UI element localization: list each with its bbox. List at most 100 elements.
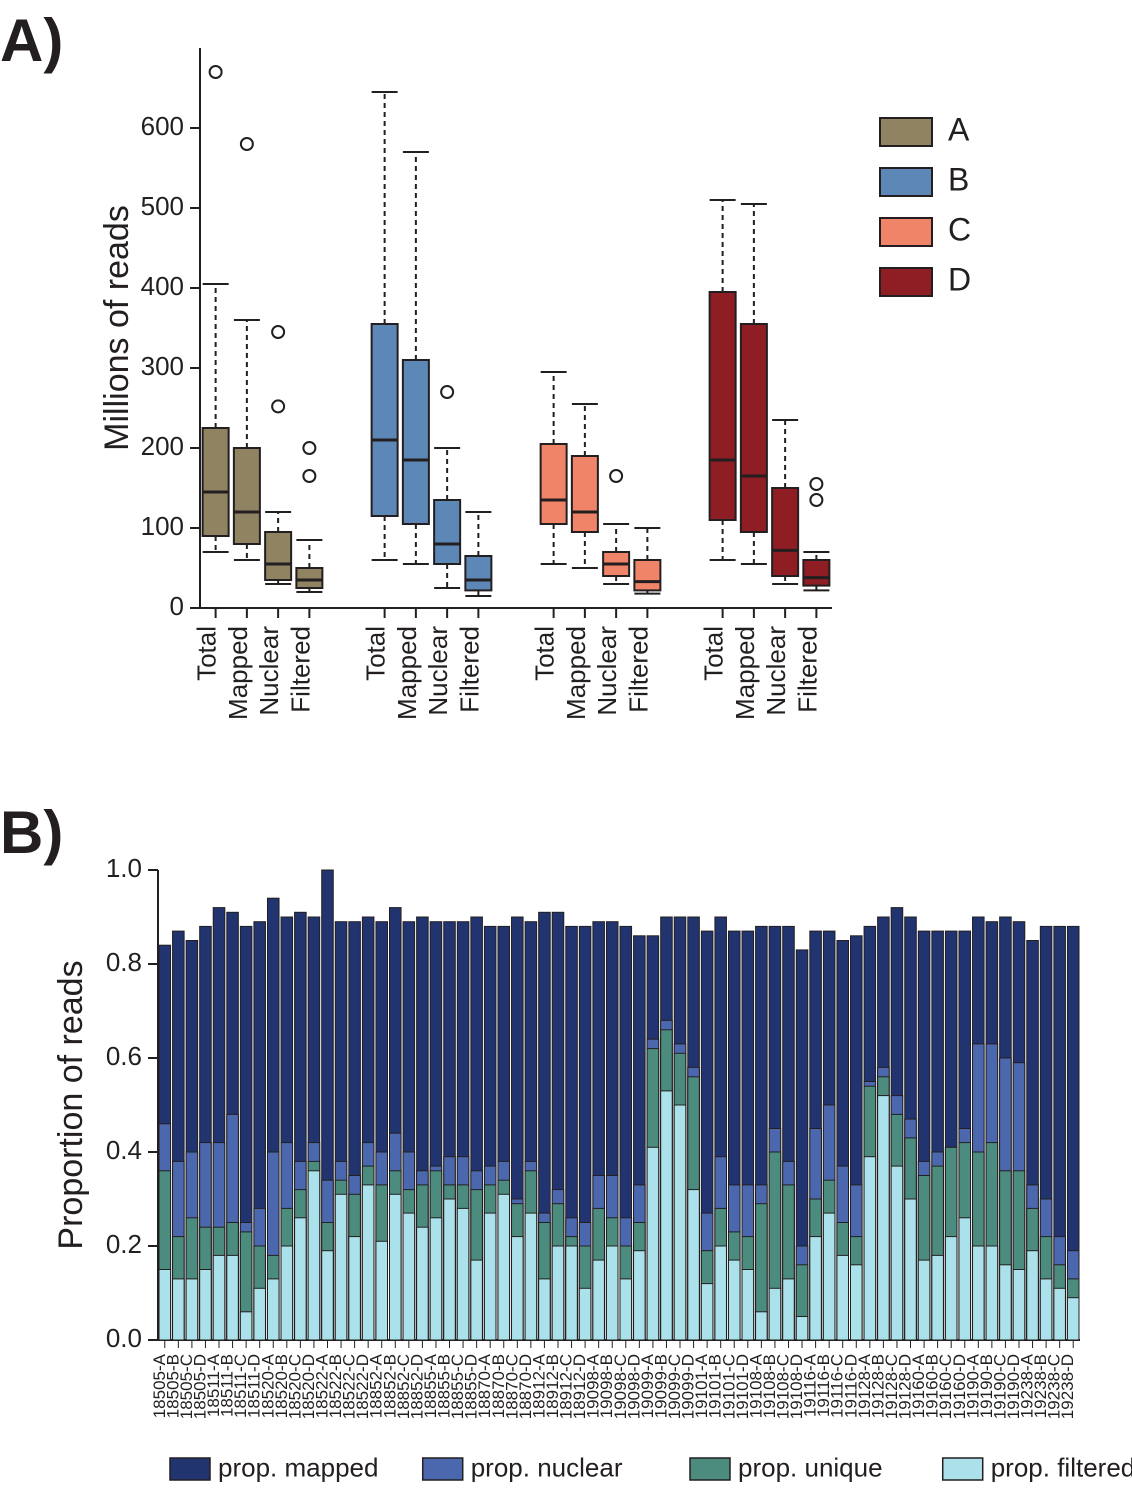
bar-filtered — [905, 1199, 917, 1340]
ylabel: Proportion of reads — [52, 960, 90, 1249]
xtick-label: Filtered — [623, 626, 653, 713]
box — [465, 556, 491, 590]
bar-filtered — [335, 1194, 347, 1340]
legend-label: C — [948, 211, 971, 247]
ytick-label: 0.6 — [106, 1041, 142, 1071]
legend-swatch — [690, 1458, 730, 1480]
bar-filtered — [267, 1279, 279, 1340]
bar-filtered — [728, 1260, 740, 1340]
panelB-barplot: 0.00.20.40.60.81.0Proportion of reads185… — [0, 800, 1132, 1500]
bar-filtered — [376, 1241, 388, 1340]
panelA-boxplot: 0100200300400500600Millions of readsTota… — [0, 0, 1132, 800]
bar-filtered — [322, 1251, 334, 1340]
bar-filtered — [213, 1255, 225, 1340]
ytick-label: 0.4 — [106, 1135, 142, 1165]
legend-swatch — [880, 168, 932, 196]
xtick-label: Total — [192, 626, 222, 681]
bar-filtered — [512, 1237, 524, 1340]
box — [296, 568, 322, 588]
bar-filtered — [606, 1246, 618, 1340]
bar-filtered — [525, 1213, 537, 1340]
xtick-label: Filtered — [285, 626, 315, 713]
bar-filtered — [281, 1246, 293, 1340]
bar-filtered — [634, 1251, 646, 1340]
bar-filtered — [674, 1105, 686, 1340]
bar-filtered — [688, 1190, 700, 1340]
legend-swatch — [423, 1458, 463, 1480]
xtick-label: Mapped — [392, 626, 422, 720]
bar-filtered — [417, 1227, 429, 1340]
bar-filtered — [430, 1218, 442, 1340]
xtick-label: Nuclear — [592, 626, 622, 716]
legend-label: prop. mapped — [218, 1453, 378, 1483]
bar-filtered — [864, 1157, 876, 1340]
outlier — [441, 386, 453, 398]
bar-filtered — [932, 1255, 944, 1340]
bar-filtered — [227, 1255, 239, 1340]
bar-filtered — [851, 1265, 863, 1340]
bar-filtered — [254, 1288, 266, 1340]
ytick-label: 0.8 — [106, 947, 142, 977]
bar-filtered — [444, 1199, 456, 1340]
legend-label: A — [948, 111, 970, 147]
bar-filtered — [240, 1312, 252, 1340]
box — [634, 560, 660, 590]
bar-filtered — [959, 1218, 971, 1340]
bar-filtered — [837, 1255, 849, 1340]
bar-filtered — [715, 1246, 727, 1340]
ytick-label: 500 — [141, 191, 184, 221]
box — [541, 444, 567, 524]
bar-filtered — [539, 1279, 551, 1340]
box — [710, 292, 736, 520]
bar-filtered — [796, 1317, 808, 1341]
ytick-label: 0.0 — [106, 1323, 142, 1353]
xtick-label: Nuclear — [761, 626, 791, 716]
box — [803, 560, 829, 586]
outlier — [810, 478, 822, 490]
ytick-label: 300 — [141, 351, 184, 381]
bar-filtered — [295, 1218, 307, 1340]
bar-filtered — [661, 1091, 673, 1340]
box — [234, 448, 260, 544]
legend-label: prop. unique — [738, 1453, 883, 1483]
bar-filtered — [362, 1185, 374, 1340]
ylabel: Millions of reads — [98, 205, 136, 451]
xtick-label: 19238-D — [1058, 1354, 1077, 1419]
bar-filtered — [579, 1288, 591, 1340]
bar-filtered — [878, 1096, 890, 1340]
box — [741, 324, 767, 532]
bar-filtered — [742, 1270, 754, 1341]
bar-filtered — [1067, 1298, 1079, 1340]
legend-label: B — [948, 161, 969, 197]
legend-swatch — [880, 268, 932, 296]
bar-filtered — [566, 1246, 578, 1340]
xtick-label: Filtered — [454, 626, 484, 713]
legend-swatch — [880, 118, 932, 146]
legend-swatch — [170, 1458, 210, 1480]
xtick-label: Mapped — [223, 626, 253, 720]
ytick-label: 200 — [141, 431, 184, 461]
bar-filtered — [159, 1270, 171, 1341]
ytick-label: 1.0 — [106, 853, 142, 883]
legend-label: D — [948, 261, 971, 297]
bar-filtered — [484, 1213, 496, 1340]
bar-filtered — [945, 1237, 957, 1340]
bar-filtered — [403, 1213, 415, 1340]
bar-filtered — [186, 1279, 198, 1340]
ytick-label: 0 — [170, 591, 184, 621]
bar-filtered — [810, 1237, 822, 1340]
bar-filtered — [390, 1194, 402, 1340]
xtick-label: Filtered — [792, 626, 822, 713]
xtick-label: Mapped — [561, 626, 591, 720]
figure-root: A) B) 0100200300400500600Millions of rea… — [0, 0, 1132, 1500]
box — [434, 500, 460, 564]
outlier — [272, 400, 284, 412]
xtick-label: Total — [530, 626, 560, 681]
bar-filtered — [620, 1279, 632, 1340]
xtick-label: Total — [361, 626, 391, 681]
bar-filtered — [471, 1260, 483, 1340]
bar-filtered — [1013, 1270, 1025, 1341]
outlier — [210, 66, 222, 78]
bar-filtered — [783, 1279, 795, 1340]
box — [265, 532, 291, 580]
